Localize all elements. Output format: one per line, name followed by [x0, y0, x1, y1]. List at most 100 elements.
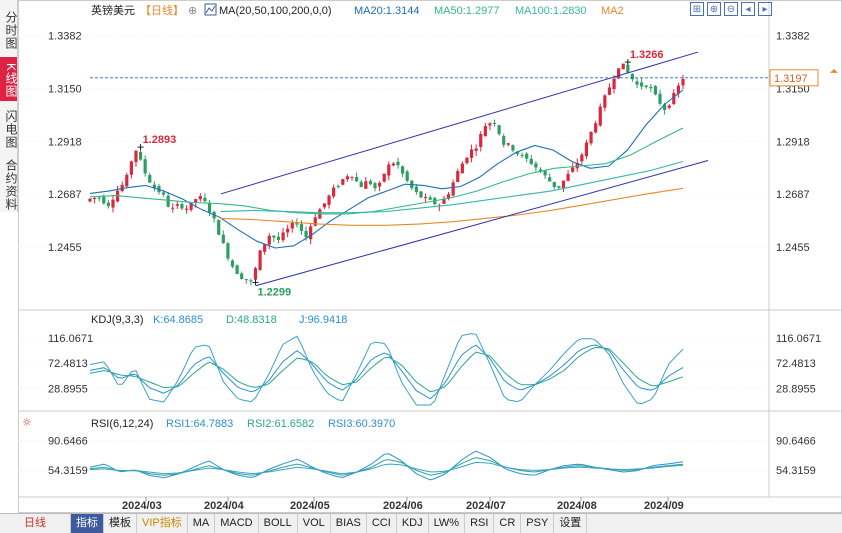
candle-body [189, 203, 193, 210]
candle-body [469, 149, 474, 158]
rsi-toggle-icon[interactable]: ☼ [22, 416, 32, 429]
candle-body [295, 223, 299, 225]
x-tick-label: 2024/05 [290, 500, 330, 512]
y-tick-label: 54.3159 [48, 465, 88, 477]
kdj-k-value: K:64.8685 [153, 314, 203, 326]
candle-body [355, 177, 359, 182]
candle-body [249, 280, 253, 282]
toolbar-item[interactable]: RSI [465, 514, 495, 533]
rsi1-value: RSI1:64.7883 [166, 418, 233, 430]
candle-body [322, 203, 327, 208]
candle-body [617, 68, 621, 79]
toolbar-item[interactable]: MA [188, 514, 216, 533]
rsi-line-rsi3 [89, 461, 684, 475]
rsi-line-rsi1 [89, 450, 684, 481]
candle-body [506, 143, 510, 145]
last-price-label: 1.3197 [774, 73, 808, 85]
channel-upper-line [220, 51, 699, 195]
candle-body [217, 219, 221, 235]
y-tick-label: 72.4813 [48, 358, 88, 370]
candle-body [497, 125, 501, 135]
ma-toggle-icon[interactable] [204, 3, 217, 16]
toolbar-item[interactable]: PSY [521, 514, 555, 533]
candle-body [396, 161, 400, 166]
sidebar-tab[interactable]: 闪电图 [0, 101, 18, 154]
toolbar-item[interactable]: 设置 [554, 514, 588, 533]
toolbar-item[interactable]: CCI [367, 514, 397, 533]
toolbar-item[interactable]: 模板 [104, 514, 137, 533]
extreme-label: 1.2893 [143, 134, 177, 146]
sidebar-tab[interactable]: 分时图 [0, 0, 18, 57]
candle-body [88, 198, 92, 202]
scroll-right-icon[interactable]: ▸ [758, 2, 772, 16]
candle-body [198, 196, 202, 200]
kdj-j-value: J:96.9418 [299, 314, 347, 326]
candle-body [152, 184, 156, 189]
x-tick-label: 2024/04 [204, 500, 245, 512]
ma2-value: MA2 [601, 5, 624, 17]
candle-body [566, 173, 570, 181]
candle-body [446, 194, 451, 199]
candle-body [575, 162, 579, 169]
toolbar-item[interactable]: 指标 [71, 514, 104, 533]
x-tick-label: 2024/06 [383, 500, 423, 512]
candle-body [373, 183, 377, 189]
toolbar-item[interactable]: CR [494, 514, 522, 533]
y-tick-label: 1.3382 [776, 31, 810, 43]
candle-body [286, 228, 290, 233]
settings-icon[interactable]: ⊕ [188, 4, 197, 17]
candle-body [299, 223, 304, 231]
sidebar-tab[interactable]: K线图 [0, 57, 18, 101]
candle-body [414, 186, 418, 192]
scroll-left-icon[interactable]: ◂ [741, 2, 755, 16]
toolbar-item[interactable]: VOL [298, 514, 331, 533]
toolbar-item[interactable]: BIAS [331, 514, 367, 533]
toolbar-item[interactable]: LW% [429, 514, 466, 533]
extreme-label: 1.3266 [630, 49, 664, 61]
kdj-d-value: D:48.8318 [226, 314, 277, 326]
candle-body [465, 157, 469, 164]
candle-body [658, 93, 662, 104]
candle-body [92, 197, 97, 199]
candle-body [502, 136, 506, 145]
zoom-in-icon[interactable]: ⊕ [707, 2, 721, 16]
candle-body [525, 153, 529, 159]
candle-body [111, 199, 115, 208]
candle-body [244, 279, 248, 281]
candle-body [676, 85, 681, 94]
candle-body [106, 202, 110, 207]
y-tick-label: 90.6466 [48, 436, 88, 448]
candle-body [460, 163, 464, 174]
candle-body [387, 164, 391, 176]
toolbar-item[interactable]: MACD [215, 514, 259, 533]
chart-symbol: 英镑美元 [91, 3, 135, 17]
candle-body [667, 105, 671, 108]
toolbar-item[interactable]: KDJ [397, 514, 429, 533]
candle-body [391, 163, 395, 166]
candle-body [538, 169, 543, 172]
candle-body [640, 82, 644, 87]
crosshair-tool-icon[interactable]: ⊞ [690, 2, 704, 16]
y-tick-label: 1.3150 [776, 84, 810, 96]
candle-body [184, 208, 189, 210]
candle-body [649, 86, 653, 89]
ma20-value: MA20:1.3144 [354, 5, 419, 17]
candle-body [263, 244, 267, 252]
toolbar-item[interactable]: BOLL [259, 514, 298, 533]
kdj-title: KDJ(9,3,3) [91, 314, 144, 326]
y-tick-label: 1.2687 [776, 189, 810, 201]
sidebar-tab[interactable]: 合约资料 [0, 154, 18, 212]
alert-arrow-icon[interactable] [830, 68, 838, 73]
y-tick-label: 1.2687 [48, 189, 82, 201]
chart-frame [18, 0, 842, 513]
toolbar-item[interactable]: VIP指标 [137, 514, 188, 533]
candle-body [672, 92, 676, 105]
period-button[interactable]: 日线 [0, 514, 71, 533]
candle-body [589, 131, 593, 144]
candle-body [221, 234, 225, 244]
last-price-box [769, 69, 819, 87]
chart-period[interactable]: 【日线】 [140, 3, 184, 17]
zoom-out-icon[interactable]: ⊖ [724, 2, 738, 16]
candle-body [364, 181, 368, 189]
candle-body [230, 260, 235, 267]
